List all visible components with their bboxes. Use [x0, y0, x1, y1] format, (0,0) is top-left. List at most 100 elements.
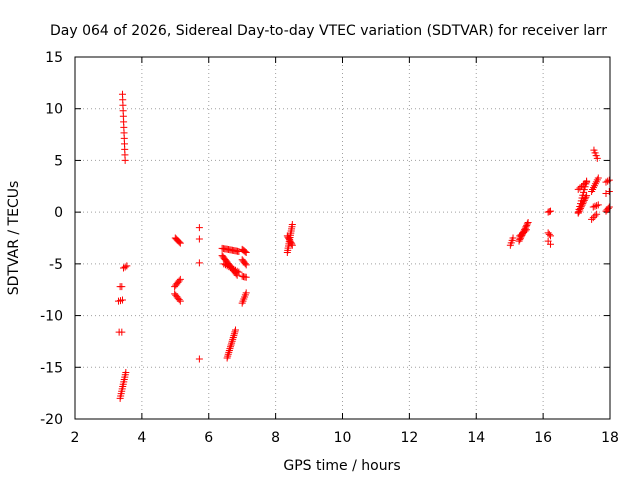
- data-point: [122, 368, 130, 376]
- data-point: [118, 283, 126, 291]
- data-point: [605, 203, 613, 211]
- data-point: [242, 273, 250, 281]
- data-point: [579, 200, 587, 208]
- data-point: [195, 224, 203, 232]
- data-point: [594, 174, 602, 182]
- data-point: [175, 238, 183, 246]
- x-tick-label: 12: [400, 430, 418, 446]
- data-point: [224, 350, 232, 358]
- data-point: [593, 154, 601, 162]
- data-point: [581, 195, 589, 203]
- data-point: [242, 248, 250, 256]
- x-tick-label: 4: [137, 430, 146, 446]
- data-points: [114, 90, 613, 402]
- data-point: [515, 237, 523, 245]
- data-point: [576, 206, 584, 214]
- x-tick-label: 6: [204, 430, 213, 446]
- data-point: [176, 297, 184, 305]
- y-tick-label: 0: [54, 205, 63, 221]
- data-point: [509, 234, 517, 242]
- data-point: [288, 241, 296, 249]
- data-point: [591, 212, 599, 220]
- data-point: [224, 352, 232, 360]
- tick-labels: 2 4 6 8 10 12 14 16 18 15 10 5 0 -5 -10 -15 -20: [40, 50, 619, 446]
- data-point: [231, 328, 239, 336]
- data-point: [575, 208, 583, 216]
- data-point: [580, 198, 588, 206]
- data-point: [545, 230, 553, 238]
- data-point: [583, 178, 591, 186]
- data-point: [593, 210, 601, 218]
- data-point: [195, 259, 203, 267]
- data-point: [579, 181, 587, 189]
- data-point: [577, 204, 585, 212]
- data-point: [195, 235, 203, 243]
- data-point: [242, 289, 250, 297]
- data-point: [591, 202, 599, 210]
- data-point: [574, 185, 582, 193]
- data-point: [232, 326, 239, 334]
- data-point: [233, 267, 241, 275]
- x-axis-label: GPS time / hours: [283, 458, 400, 474]
- data-point: [228, 337, 236, 345]
- data-point: [175, 296, 183, 304]
- data-point: [225, 348, 233, 356]
- data-point: [581, 180, 589, 188]
- data-point: [229, 333, 237, 341]
- y-tick-label: 5: [54, 153, 63, 169]
- data-point: [176, 239, 184, 247]
- data-point: [288, 240, 296, 248]
- data-point: [588, 215, 596, 223]
- data-point: [593, 202, 601, 210]
- data-point: [118, 296, 126, 304]
- data-point: [241, 248, 249, 256]
- data-point: [605, 187, 613, 195]
- data-point: [228, 339, 236, 347]
- data-point: [118, 328, 126, 336]
- data-point: [227, 341, 235, 349]
- x-tick-label: 2: [71, 430, 80, 446]
- data-point: [582, 193, 590, 201]
- data-point: [223, 354, 231, 362]
- data-point: [578, 182, 586, 190]
- data-point: [241, 260, 249, 268]
- data-point: [229, 335, 237, 343]
- data-point: [121, 263, 129, 271]
- data-point: [604, 204, 612, 212]
- data-point: [574, 209, 582, 217]
- data-point: [226, 343, 234, 351]
- data-point: [578, 201, 586, 209]
- chart-title: Day 064 of 2026, Sidereal Day-to-day VTE…: [50, 23, 607, 39]
- data-point: [546, 207, 554, 215]
- data-point: [546, 240, 554, 248]
- y-tick-label: -10: [40, 309, 63, 325]
- y-tick-label: -15: [40, 360, 63, 376]
- data-point: [576, 184, 584, 192]
- data-point: [121, 156, 129, 164]
- data-point: [225, 347, 233, 355]
- data-point: [235, 268, 243, 276]
- x-tick-label: 10: [334, 430, 352, 446]
- data-point: [583, 192, 591, 200]
- y-tick-label: 15: [45, 50, 63, 66]
- grid-lines: [75, 57, 610, 419]
- data-point: [580, 196, 588, 204]
- x-tick-label: 14: [467, 430, 485, 446]
- data-point: [175, 277, 183, 285]
- data-point: [524, 218, 532, 226]
- data-point: [589, 203, 597, 211]
- x-tick-label: 18: [601, 430, 619, 446]
- data-point: [230, 330, 238, 338]
- data-point: [226, 345, 234, 353]
- data-point: [176, 275, 184, 283]
- plot-frame: [74, 56, 611, 420]
- data-point: [523, 220, 531, 228]
- data-point: [594, 201, 602, 209]
- y-axis-label: SDTVAR / TECUs: [6, 181, 22, 296]
- data-point: [605, 176, 613, 184]
- data-point: [123, 262, 131, 270]
- data-point: [195, 355, 203, 363]
- x-tick-label: 8: [271, 430, 280, 446]
- data-point: [589, 214, 597, 222]
- data-point: [242, 261, 250, 269]
